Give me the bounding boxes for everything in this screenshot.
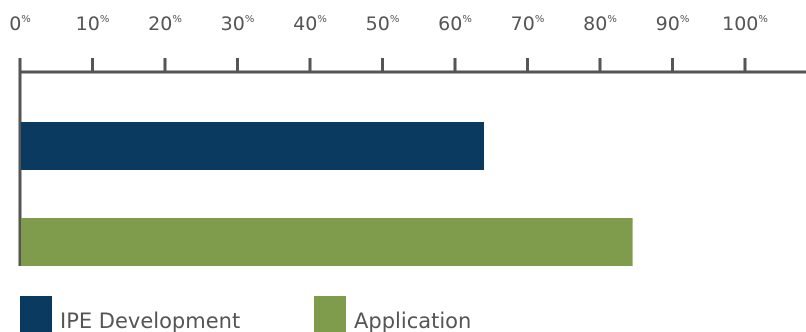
legend-swatch <box>314 296 346 332</box>
x-tick-label-unit: % <box>607 14 617 25</box>
x-tick-label-unit: % <box>390 14 400 25</box>
legend: IPE Development Application <box>20 296 471 332</box>
x-tick-label-value: 20 <box>148 13 172 35</box>
legend-label: Application <box>354 309 471 332</box>
x-tick-label-unit: % <box>680 14 690 25</box>
x-tick-label: 10% <box>76 13 110 35</box>
x-tick-label-value: 50 <box>366 13 390 35</box>
x-tick-label-value: 10 <box>76 13 100 35</box>
x-tick-label-unit: % <box>317 14 327 25</box>
x-tick-label-value: 80 <box>583 13 607 35</box>
x-tick-label-value: 0 <box>9 13 21 35</box>
x-tick-label-unit: % <box>21 14 31 25</box>
x-tick-label-value: 30 <box>221 13 245 35</box>
x-tick-label-unit: % <box>172 14 182 25</box>
x-tick-label-value: 90 <box>656 13 680 35</box>
x-tick-label: 20% <box>148 13 182 35</box>
x-tick-label-unit: % <box>462 14 472 25</box>
x-tick-label-value: 70 <box>511 13 535 35</box>
x-tick-label: 30% <box>221 13 255 35</box>
x-axis <box>18 58 806 266</box>
bar-ipe-development <box>21 122 484 170</box>
x-tick-label-unit: % <box>100 14 110 25</box>
x-tick-label-value: 40 <box>293 13 317 35</box>
x-tick-label: 50% <box>366 13 400 35</box>
x-tick-label: 90% <box>656 13 690 35</box>
legend-label: IPE Development <box>60 309 240 332</box>
x-tick-label-unit: % <box>245 14 255 25</box>
x-tick-label: 70% <box>511 13 545 35</box>
x-tick-label-value: 100 <box>722 13 758 35</box>
bars <box>21 122 633 266</box>
x-tick-label: 80% <box>583 13 617 35</box>
x-axis-tick-labels: 0% 10% 20% 30% 40% 50% 60% 70% 80% 90% 100% <box>9 13 768 35</box>
x-tick-label-unit: % <box>758 14 768 25</box>
x-tick-label: 0% <box>9 13 31 35</box>
x-tick-label: 60% <box>438 13 472 35</box>
x-tick-label-value: 60 <box>438 13 462 35</box>
x-tick-label: 40% <box>293 13 327 35</box>
x-tick-label: 100% <box>722 13 768 35</box>
bar-application <box>21 218 633 266</box>
legend-swatch <box>20 296 52 332</box>
x-tick-label-unit: % <box>535 14 545 25</box>
